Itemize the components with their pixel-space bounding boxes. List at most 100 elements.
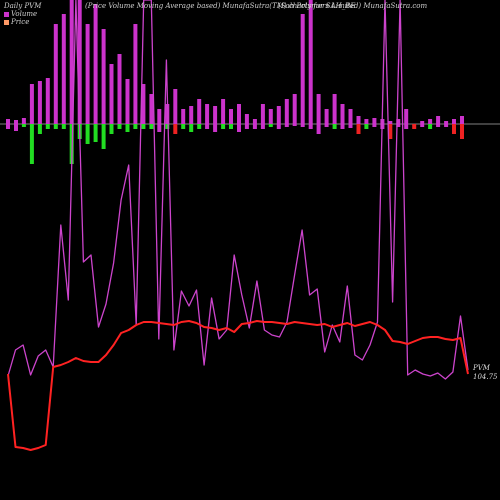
volume-bar-up <box>316 94 321 124</box>
volume-bar-down <box>268 124 273 127</box>
volume-bar-down <box>189 124 194 132</box>
volume-bar-down <box>396 124 401 127</box>
volume-bar-up <box>284 99 289 124</box>
volume-bar-up <box>372 118 377 124</box>
legend-item-price: Price <box>4 18 37 26</box>
volume-bar-up <box>268 109 273 124</box>
volume-bar-down <box>356 124 361 134</box>
legend-swatch-price <box>4 19 9 25</box>
volume-bar-up <box>205 104 210 124</box>
volume-bar-down <box>101 124 106 149</box>
volume-bar-down <box>221 124 226 129</box>
volume-bar-down <box>37 124 42 134</box>
volume-bar-down <box>205 124 210 129</box>
volume-bar-down <box>141 124 146 129</box>
volume-bar-up <box>244 114 249 124</box>
last-value-number: 104.75 <box>473 373 498 381</box>
last-value-label: PVM 104.75 <box>473 364 498 382</box>
volume-bar-down <box>173 124 178 134</box>
volume-bar-down <box>93 124 98 142</box>
volume-bar-down <box>348 124 353 128</box>
header-site: (Sah Polymers Limited) MunafaSutra.com <box>278 2 428 10</box>
last-value-prefix: PVM <box>473 364 490 372</box>
volume-bar-down <box>157 124 162 132</box>
volume-bar-down <box>237 124 241 132</box>
volume-bar-up <box>85 24 90 124</box>
volume-bar-down <box>260 124 265 129</box>
volume-bar-down <box>436 124 441 127</box>
volume-bar-up <box>332 94 337 124</box>
volume-bar-up <box>460 116 464 124</box>
volume-bar-down <box>109 124 114 134</box>
volume-bar-up <box>117 54 122 124</box>
volume-bar-up <box>14 120 18 124</box>
volume-bar-down <box>300 124 305 127</box>
volume-bar-down <box>308 124 313 129</box>
volume-bar-up <box>6 119 10 124</box>
volume-bar-down <box>117 124 122 129</box>
legend-label-price: Price <box>11 18 30 26</box>
volume-bar-down <box>165 124 170 129</box>
volume-bar-up <box>404 109 409 124</box>
volume-bar-down <box>181 124 186 129</box>
chart-legend: Volume Price <box>4 2 37 26</box>
volume-bar-up <box>444 121 449 124</box>
legend-item-volume: Volume <box>4 10 37 18</box>
volume-line <box>7 0 469 380</box>
volume-bar-up <box>93 4 98 124</box>
volume-bar-down <box>316 124 321 134</box>
volume-bar-up <box>221 99 226 124</box>
volume-bar-up <box>388 121 393 124</box>
volume-bar-down <box>149 124 154 129</box>
volume-bar-up <box>101 29 106 124</box>
volume-bar-down <box>45 124 50 129</box>
volume-bar-up <box>348 109 353 124</box>
volume-bar-down <box>332 124 337 129</box>
volume-bar-up <box>452 119 456 124</box>
volume-bar-up <box>324 109 329 124</box>
volume-bar-down <box>420 124 425 127</box>
volume-bar-up <box>260 104 265 124</box>
volume-bar-up <box>300 14 305 124</box>
volume-bar-down <box>6 124 10 129</box>
volume-bar-up <box>308 0 313 124</box>
volume-bar-up <box>213 106 218 124</box>
volume-bar-up <box>45 78 50 124</box>
header-left: Daily PVM <box>4 2 42 10</box>
volume-bar-up <box>428 119 433 124</box>
volume-bar-up <box>396 119 401 124</box>
volume-bar-down <box>292 124 297 126</box>
volume-bar-down <box>14 124 18 131</box>
volume-bar-down <box>61 124 66 129</box>
volume-bar-down <box>460 124 464 139</box>
volume-bar-down <box>133 124 138 129</box>
volume-bar-down <box>428 124 433 129</box>
volume-bar-down <box>85 124 90 144</box>
volume-bar-down <box>388 124 393 139</box>
legend-label-volume: Volume <box>11 10 38 18</box>
volume-bar-up <box>436 116 441 124</box>
volume-bar-down <box>229 124 233 129</box>
volume-bar-up <box>173 89 178 124</box>
volume-bar-up <box>125 79 130 124</box>
volume-bar-up <box>109 64 114 124</box>
volume-bar-up <box>53 24 58 124</box>
volume-bar-up <box>77 0 82 124</box>
volume-bar-down <box>53 124 58 129</box>
volume-bar-up <box>340 104 345 124</box>
volume-bar-down <box>21 124 26 127</box>
volume-bar-down <box>276 124 281 129</box>
volume-bar-down <box>364 124 369 129</box>
volume-bar-up <box>276 106 281 124</box>
volume-bar-down <box>372 124 377 127</box>
volume-bar-down <box>29 124 34 164</box>
volume-bar-up <box>141 84 146 124</box>
volume-bar-up <box>356 116 361 124</box>
volume-bar-down <box>252 124 257 129</box>
volume-bar-down <box>404 124 409 129</box>
volume-bar-down <box>284 124 289 127</box>
volume-bar-up <box>420 121 425 124</box>
volume-bar-up <box>157 109 162 124</box>
volume-bar-down <box>444 124 449 127</box>
volume-bar-down <box>340 124 345 129</box>
